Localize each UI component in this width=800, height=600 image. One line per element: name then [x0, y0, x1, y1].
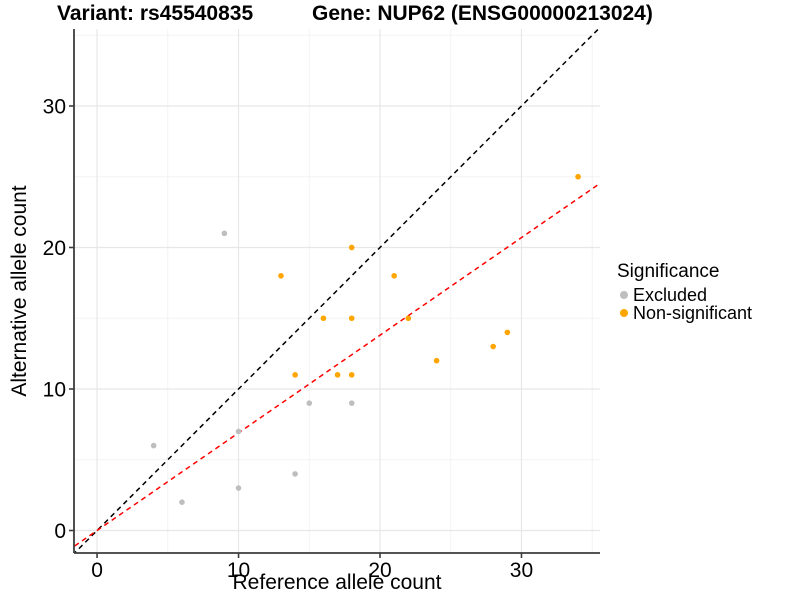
data-point — [292, 372, 298, 378]
data-point — [235, 428, 242, 435]
data-point — [334, 372, 341, 378]
data-point — [575, 173, 581, 180]
legend-key-non-significant-icon — [620, 309, 628, 317]
legend-title: Significance — [617, 261, 720, 282]
data-points-non-significant — [278, 173, 581, 378]
legend: Significance Excluded Non-significant — [617, 261, 753, 323]
y-tick-labels: 0 10 20 30 — [43, 95, 66, 543]
data-point — [348, 315, 355, 322]
grid-major — [74, 29, 600, 553]
x-tick-label: 10 — [227, 559, 250, 582]
data-point — [348, 372, 355, 378]
data-points-excluded — [150, 230, 355, 505]
legend-key-excluded-icon — [620, 291, 628, 299]
x-tick-label: 0 — [91, 559, 103, 582]
x-tick-label: 30 — [510, 559, 533, 582]
data-point — [405, 315, 412, 322]
data-point — [179, 499, 185, 505]
x-tick-label: 20 — [368, 559, 391, 582]
x-axis-title: Reference allele count — [232, 571, 442, 594]
plot-title-variant: Variant: rs45540835 — [57, 2, 254, 25]
grid-minor — [74, 29, 600, 553]
data-point — [490, 343, 496, 350]
data-point — [348, 244, 355, 251]
data-point — [150, 442, 157, 449]
legend-label-excluded: Excluded — [633, 284, 708, 305]
regression-line — [74, 182, 600, 548]
data-point — [278, 272, 284, 279]
data-point — [391, 272, 397, 279]
y-tick-label: 0 — [54, 520, 66, 543]
legend-item-excluded: Excluded — [617, 284, 752, 305]
y-tick-label: 20 — [43, 237, 66, 260]
identity-line — [74, 29, 600, 553]
axis-lines — [73, 29, 600, 554]
data-point — [306, 400, 313, 406]
legend-item-non-significant: Non-significant — [617, 302, 753, 323]
data-point — [235, 485, 242, 491]
plot-title-gene: Gene: NUP62 (ENSG00000213024) — [312, 2, 653, 25]
x-tick-labels: 0 10 20 30 — [91, 559, 533, 582]
legend-label-non-significant: Non-significant — [633, 302, 753, 323]
y-axis-title: Alternative allele count — [8, 185, 31, 397]
y-tick-label: 10 — [43, 378, 66, 401]
tick-marks — [69, 105, 523, 558]
data-point — [320, 315, 327, 322]
data-point — [433, 357, 440, 364]
data-point — [292, 471, 298, 477]
data-point — [504, 329, 511, 336]
data-point — [221, 230, 228, 237]
data-point — [348, 400, 355, 406]
y-tick-label: 30 — [43, 95, 66, 118]
